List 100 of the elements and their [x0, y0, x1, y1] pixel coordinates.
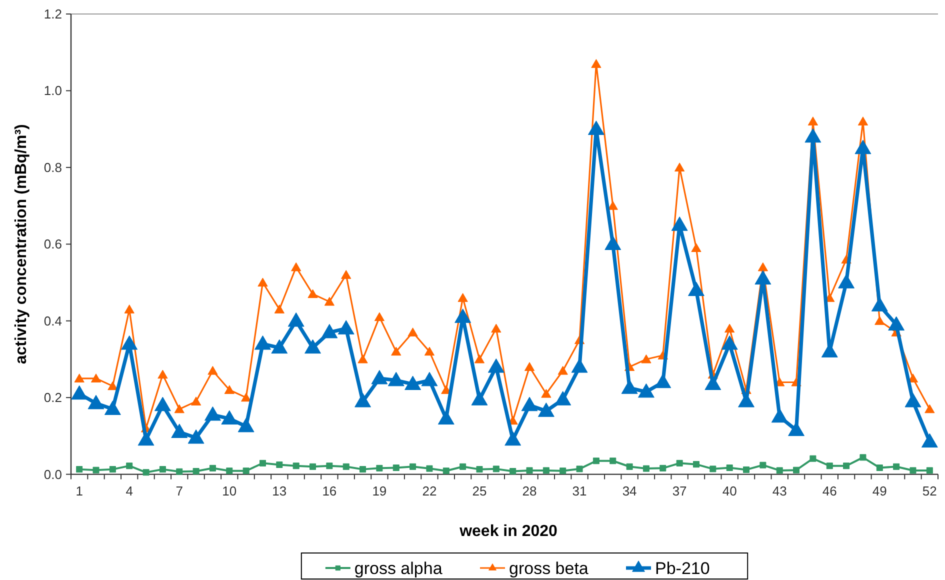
point — [910, 467, 916, 474]
point — [776, 467, 783, 474]
point — [504, 431, 522, 446]
point — [358, 354, 368, 364]
point — [608, 200, 618, 210]
point — [743, 466, 750, 473]
x-tick-label: 49 — [872, 483, 887, 498]
point — [188, 429, 204, 444]
point — [510, 468, 516, 474]
point — [74, 374, 84, 382]
point — [488, 358, 504, 373]
point — [76, 466, 83, 473]
point — [159, 466, 166, 473]
point — [71, 385, 88, 400]
x-tick-label: 1 — [76, 483, 83, 498]
point — [538, 402, 554, 417]
point — [876, 464, 883, 472]
point — [688, 282, 704, 296]
point — [371, 370, 388, 384]
y-tick-label: 0.8 — [44, 160, 62, 175]
point — [391, 346, 402, 356]
point — [826, 462, 833, 470]
point — [626, 463, 633, 470]
point — [854, 140, 872, 154]
point — [224, 385, 234, 394]
x-tick-label: 43 — [772, 483, 787, 498]
point — [109, 466, 116, 473]
point — [460, 463, 466, 470]
point — [308, 289, 318, 298]
point — [926, 467, 933, 474]
point — [671, 216, 688, 231]
point — [724, 324, 735, 333]
point — [893, 463, 900, 470]
point — [376, 464, 383, 472]
point — [209, 464, 216, 472]
point — [860, 454, 866, 461]
point — [288, 312, 304, 327]
point — [476, 466, 483, 473]
point — [274, 304, 284, 314]
point — [171, 424, 188, 438]
point — [804, 128, 822, 143]
y-tick-label: 1.0 — [44, 83, 62, 98]
point — [858, 116, 868, 126]
point — [710, 466, 716, 472]
point — [560, 468, 566, 474]
point — [771, 408, 788, 423]
point — [392, 464, 400, 472]
point — [924, 404, 935, 414]
point — [810, 455, 816, 462]
x-tick-label: 10 — [222, 483, 237, 498]
point — [121, 335, 138, 350]
point — [526, 467, 533, 474]
point — [138, 431, 154, 446]
point — [491, 324, 502, 333]
point — [388, 372, 404, 386]
point — [208, 366, 218, 375]
point — [492, 466, 500, 472]
point — [692, 461, 700, 468]
point — [471, 391, 488, 406]
point — [374, 312, 385, 322]
point — [242, 468, 250, 474]
point — [326, 462, 333, 470]
legend-label: gross beta — [509, 559, 589, 578]
point — [591, 59, 602, 68]
point — [124, 304, 134, 314]
point — [838, 274, 855, 288]
point — [760, 462, 766, 468]
point — [641, 354, 652, 364]
point — [241, 392, 252, 402]
point — [204, 406, 221, 421]
point — [321, 324, 338, 338]
point — [621, 380, 638, 394]
point — [474, 354, 485, 364]
y-tick-label: 0.0 — [44, 466, 62, 482]
point — [221, 410, 238, 425]
x-tick-label: 34 — [622, 483, 637, 498]
point — [259, 460, 266, 466]
point — [676, 460, 683, 466]
point — [691, 243, 702, 252]
x-tick-label: 4 — [126, 483, 133, 498]
point — [424, 346, 435, 356]
point — [341, 270, 352, 279]
x-tick-label: 19 — [372, 483, 387, 498]
point — [642, 465, 650, 472]
x-tick-label: 52 — [922, 483, 937, 498]
point — [521, 396, 538, 412]
point — [654, 374, 672, 388]
point — [254, 335, 271, 350]
point — [843, 462, 850, 470]
point — [324, 296, 334, 306]
point — [192, 468, 200, 474]
point — [592, 458, 600, 464]
x-tick-label: 28 — [522, 483, 537, 498]
point — [442, 468, 450, 474]
point — [404, 376, 422, 390]
point — [604, 236, 622, 250]
point — [310, 463, 316, 470]
x-tick-label: 46 — [822, 483, 837, 498]
point — [292, 462, 300, 470]
point — [104, 400, 121, 415]
